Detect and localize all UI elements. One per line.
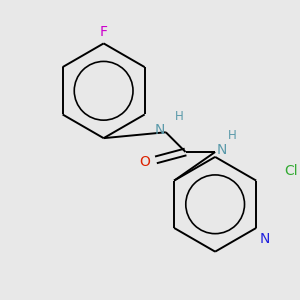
Text: N: N [216, 143, 226, 157]
Text: N: N [259, 232, 269, 246]
Text: H: H [175, 110, 183, 123]
Text: Cl: Cl [285, 164, 298, 178]
Text: F: F [100, 26, 108, 40]
Text: H: H [228, 129, 237, 142]
Text: O: O [139, 155, 150, 169]
Text: N: N [154, 123, 165, 137]
